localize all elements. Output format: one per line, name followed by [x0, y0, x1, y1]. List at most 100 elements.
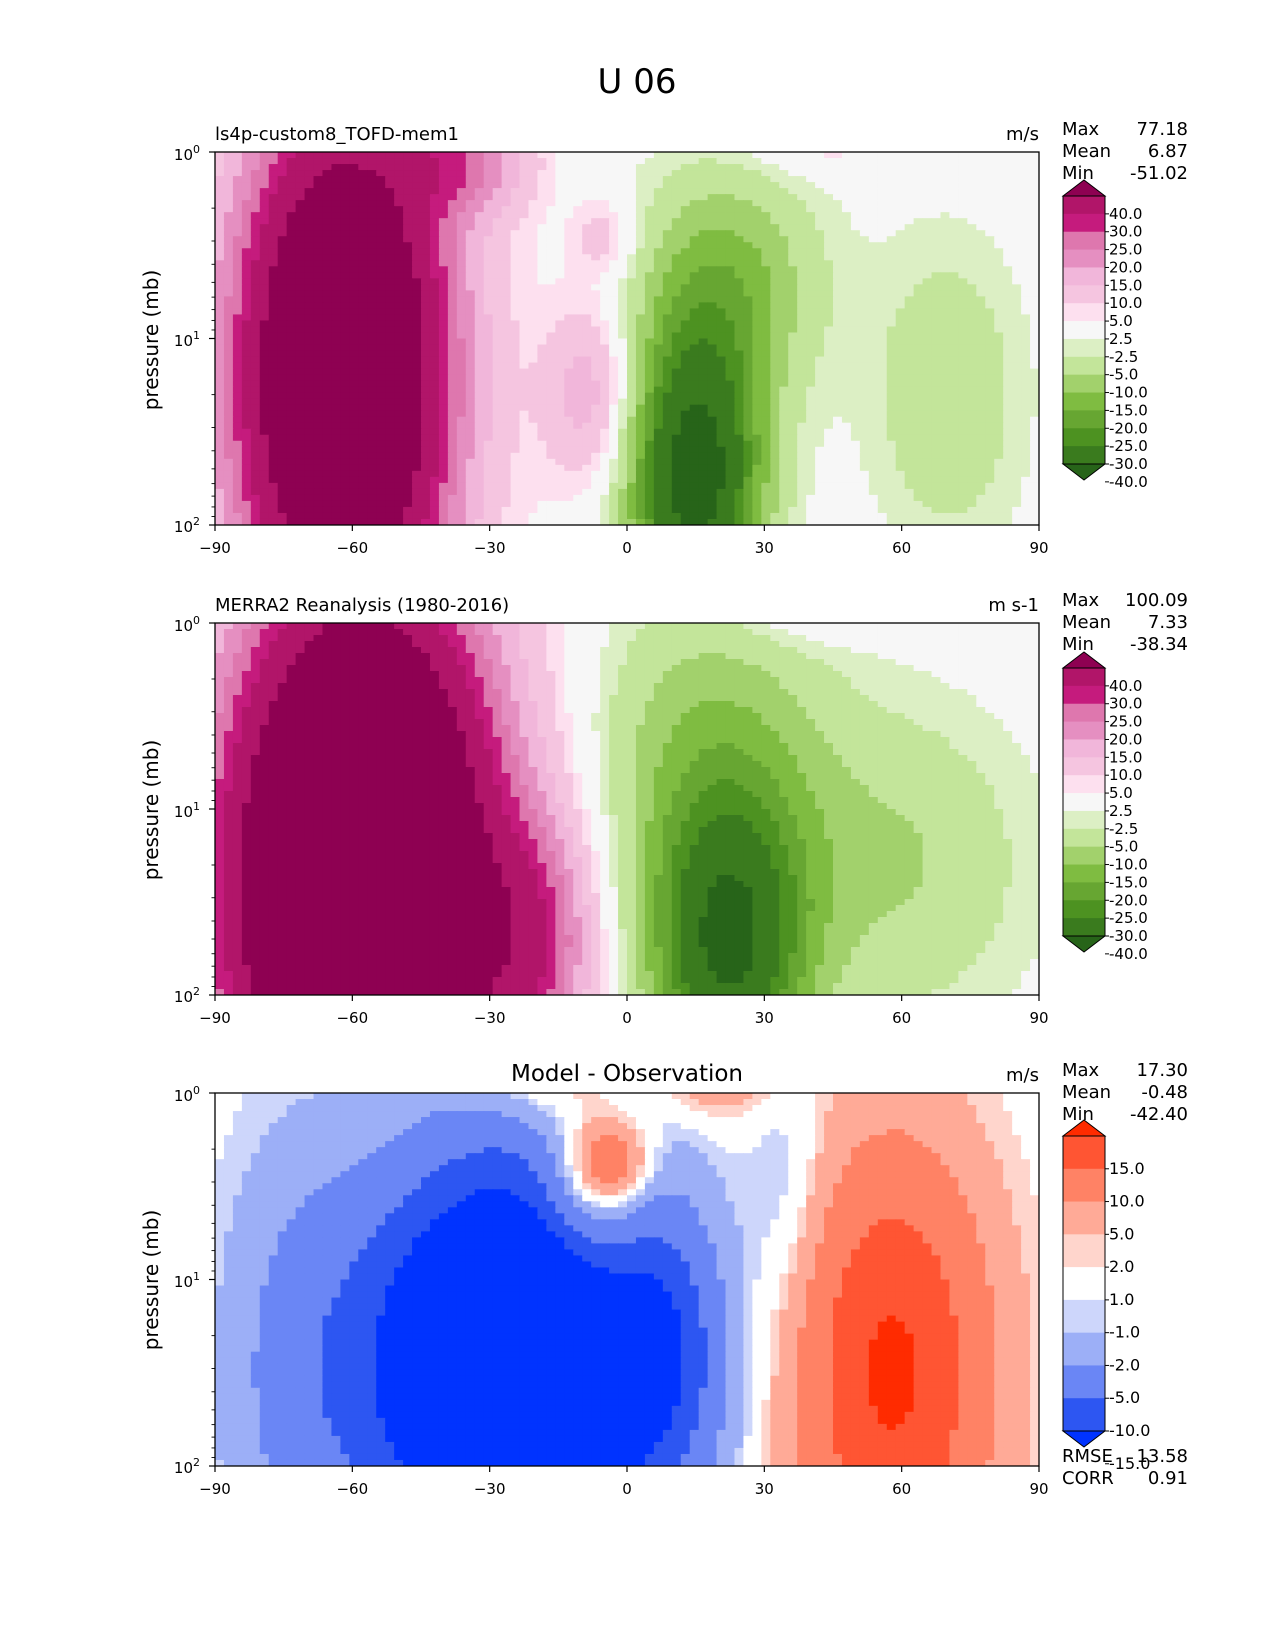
contour-cell — [618, 254, 628, 261]
contour-cell — [394, 356, 404, 364]
contour-cell — [859, 278, 870, 285]
contour-cell — [976, 158, 986, 165]
contour-cell — [555, 176, 565, 183]
contour-cell — [913, 284, 924, 291]
contour-cell — [483, 314, 494, 322]
contour-cell — [618, 362, 628, 370]
contour-cell — [913, 194, 924, 201]
contour-cell — [564, 206, 574, 213]
contour-cell — [859, 170, 870, 177]
contour-cell — [833, 470, 843, 478]
contour-cell — [250, 272, 261, 279]
contour-cell — [662, 350, 673, 358]
contour-cell — [788, 314, 798, 322]
contour-cell — [725, 374, 736, 382]
contour-cell — [421, 236, 431, 243]
contour-cell — [913, 272, 924, 279]
contour-cell — [904, 410, 915, 418]
contour-cell — [474, 296, 485, 304]
contour-cell — [725, 428, 736, 436]
contour-cell — [573, 224, 583, 231]
contour-cell — [779, 170, 789, 177]
contour-cell — [304, 200, 315, 207]
contour-cell — [250, 368, 261, 376]
contour-cell — [618, 314, 628, 322]
contour-cell — [895, 410, 906, 418]
contour-cell — [806, 254, 816, 261]
contour-cell — [940, 278, 951, 285]
contour-cell — [501, 458, 512, 466]
contour-cell — [627, 236, 637, 243]
contour-cell — [241, 320, 252, 328]
contour-cell — [492, 194, 503, 201]
contour-cell — [340, 368, 350, 376]
contour-cell — [922, 464, 933, 472]
contour-cell — [1012, 254, 1022, 261]
contour-cell — [501, 164, 512, 171]
contour-cell — [215, 392, 225, 400]
contour-cell — [653, 434, 664, 442]
contour-cell — [779, 326, 789, 334]
contour-cell — [474, 218, 485, 225]
contour-cell — [859, 194, 870, 201]
contour-cell — [367, 194, 377, 201]
contour-cell — [985, 152, 995, 159]
contour-cell — [671, 206, 682, 213]
contour-cell — [627, 392, 637, 400]
contour-cell — [313, 410, 324, 418]
contour-cell — [331, 434, 341, 442]
contour-cell — [555, 200, 565, 207]
contour-cell — [895, 362, 906, 370]
contour-cell — [877, 152, 888, 159]
contour-cell — [358, 410, 368, 418]
contour-cell — [268, 296, 279, 304]
contour-cell — [618, 200, 628, 207]
contour-cell — [367, 416, 377, 424]
contour-cell — [627, 212, 637, 219]
contour-cell — [250, 194, 261, 201]
contour-cell — [376, 152, 386, 159]
contour-cell — [277, 452, 288, 460]
contour-cell — [985, 332, 995, 340]
contour-cell — [994, 320, 1004, 328]
contour-cell — [940, 176, 951, 183]
contour-cell — [564, 422, 574, 430]
contour-cell — [367, 296, 377, 304]
contour-cell — [716, 386, 727, 394]
contour-cell — [653, 224, 664, 231]
contour-cell — [743, 458, 753, 466]
contour-cell — [931, 200, 942, 207]
contour-cell — [295, 470, 306, 478]
contour-cell — [716, 338, 727, 346]
contour-cell — [1021, 416, 1031, 424]
contour-cell — [429, 308, 440, 316]
contour-cell — [868, 416, 879, 424]
contour-cell — [367, 158, 377, 165]
contour-cell — [1012, 374, 1022, 382]
contour-cell — [877, 440, 888, 448]
contour-cell — [770, 356, 780, 364]
contour-cell — [743, 314, 753, 322]
contour-cell — [967, 176, 977, 183]
contour-cell — [376, 284, 386, 291]
contour-cell — [958, 464, 968, 472]
contour-cell — [770, 458, 780, 466]
contour-cell — [716, 326, 727, 334]
contour-cell — [868, 452, 879, 460]
contour-cell — [582, 422, 592, 430]
contour-cell — [698, 152, 709, 159]
contour-cell — [806, 230, 816, 237]
contour-cell — [367, 236, 377, 243]
contour-cell — [358, 284, 368, 291]
contour-cell — [1030, 320, 1039, 328]
contour-cell — [707, 314, 718, 322]
contour-cell — [716, 242, 727, 249]
contour-cell — [689, 416, 700, 424]
contour-cell — [1003, 278, 1013, 285]
contour-cell — [618, 194, 628, 201]
contour-cell — [215, 476, 225, 484]
contour-cell — [779, 338, 789, 346]
contour-cell — [429, 356, 440, 364]
contour-cell — [940, 386, 951, 394]
contour-cell — [600, 290, 610, 297]
